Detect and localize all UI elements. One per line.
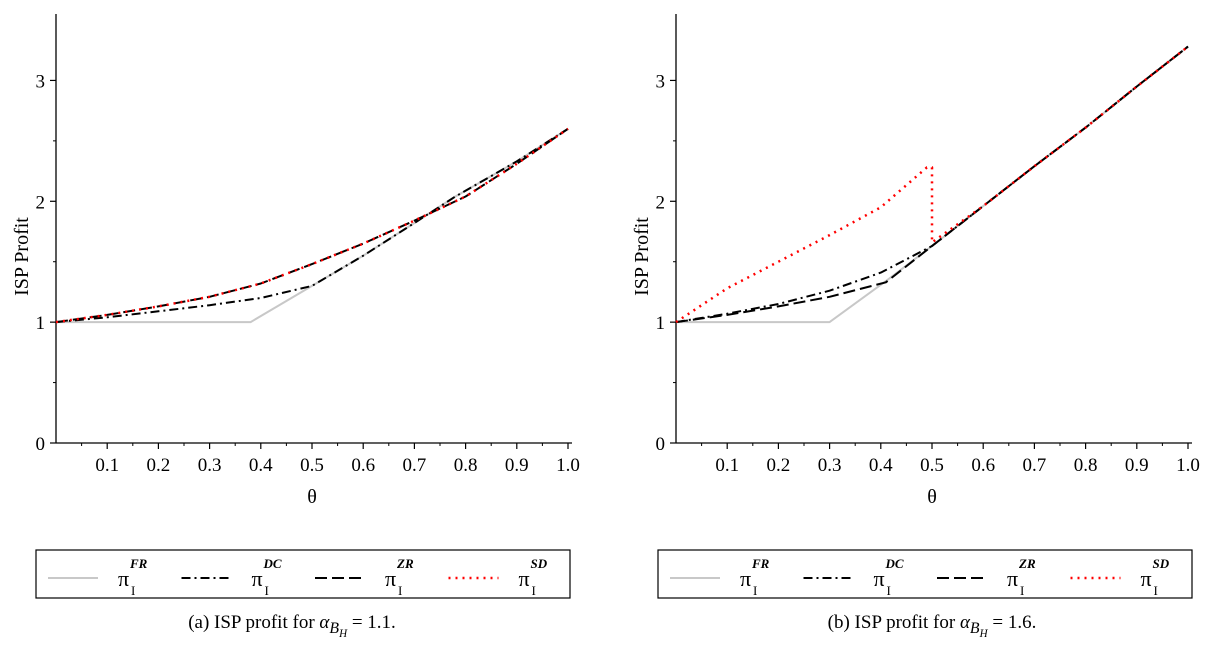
y-tick-label: 1	[656, 313, 666, 334]
caption-a-sub2: H	[339, 627, 348, 640]
x-tick-label: 0.4	[249, 455, 273, 476]
legend-superscript: DC	[263, 556, 282, 571]
x-tick-label: 0.2	[767, 455, 791, 476]
caption-a-sub1: B	[329, 619, 340, 637]
series-line-sd	[675, 45, 1189, 324]
y-tick-label: 3	[36, 71, 46, 92]
caption-b-rest: = 1.6.	[987, 612, 1037, 633]
legend-subscript: I	[265, 583, 269, 598]
legend-subscript: I	[1020, 583, 1024, 598]
series-line-dc	[675, 45, 1189, 324]
series-line-sd	[55, 127, 569, 324]
y-tick-label: 2	[656, 192, 666, 213]
x-tick-label: 0.5	[300, 455, 324, 476]
legend-subscript: I	[887, 583, 891, 598]
caption-a-prefix: (a) ISP profit for	[188, 612, 320, 633]
legend-symbol: π	[740, 566, 751, 591]
legend-subscript: I	[532, 583, 536, 598]
x-tick-label: 0.2	[147, 455, 171, 476]
series-line-zr	[55, 127, 569, 324]
x-tick-label: 0.1	[715, 455, 739, 476]
y-axis-label: ISP Profit	[11, 217, 33, 296]
legend-superscript: FR	[129, 556, 148, 571]
legend-superscript: ZR	[1018, 556, 1036, 571]
x-tick-label: 0.4	[869, 455, 893, 476]
x-tick-label: 0.3	[818, 455, 842, 476]
caption-a-rest: = 1.1.	[347, 612, 396, 633]
caption-b: (b) ISP profit for αBH = 1.6.	[652, 612, 1212, 640]
caption-a: (a) ISP profit for αBH = 1.1.	[12, 612, 572, 640]
legend-subscript: I	[1154, 583, 1158, 598]
x-tick-label: 0.7	[1023, 455, 1047, 476]
legend-box	[35, 549, 571, 599]
caption-b-sub1: B	[969, 619, 980, 637]
x-axis-label: θ	[307, 486, 317, 508]
x-tick-label: 0.7	[403, 455, 427, 476]
caption-a-var: α	[319, 612, 330, 633]
x-tick-label: 1.0	[1176, 455, 1200, 476]
chart-panel-a: 0.1 0.2 0.3 0.4 0.5 0.6 0.7 0.8 0.9 1.0 0 1 2 3 θ ISP P…	[11, 14, 580, 599]
x-tick-label: 0.1	[95, 455, 119, 476]
x-tick-label: 0.6	[971, 455, 995, 476]
legend-superscript: SD	[1153, 556, 1170, 571]
x-tick-label: 0.3	[198, 455, 222, 476]
legend-symbol: π	[1007, 566, 1018, 591]
y-tick-label: 2	[36, 192, 46, 213]
y-tick-label: 0	[656, 434, 666, 455]
chart-panel-b: 0.1 0.2 0.3 0.4 0.5 0.6 0.7 0.8 0.9 1.0 0 1 2 3 θ ISP P…	[631, 14, 1200, 599]
y-axis-label: ISP Profit	[631, 217, 653, 296]
caption-b-var: α	[959, 612, 970, 633]
legend-symbol: π	[519, 566, 530, 591]
x-tick-label: 1.0	[556, 455, 580, 476]
legend-subscript: I	[131, 583, 135, 598]
legend-symbol: π	[385, 566, 396, 591]
legend-superscript: ZR	[396, 556, 414, 571]
caption-b-sub2: H	[979, 627, 988, 640]
caption-b-prefix: (b) ISP profit for	[827, 612, 960, 633]
legend-symbol: π	[118, 566, 129, 591]
y-tick-label: 3	[656, 71, 666, 92]
x-axis-label: θ	[927, 486, 937, 508]
y-tick-label: 1	[36, 313, 46, 334]
legend-subscript: I	[753, 583, 757, 598]
x-tick-label: 0.8	[1074, 455, 1098, 476]
series-line-fr	[56, 127, 569, 324]
series-line-fr	[676, 45, 1189, 324]
legend-box	[657, 549, 1193, 599]
legend-superscript: DC	[885, 556, 904, 571]
legend-superscript: FR	[751, 556, 770, 571]
series-line-dc	[55, 127, 569, 324]
x-tick-label: 0.6	[351, 455, 375, 476]
x-tick-label: 0.5	[920, 455, 944, 476]
legend-symbol: π	[252, 566, 263, 591]
series-line-zr	[675, 45, 1189, 324]
x-tick-label: 0.9	[1125, 455, 1149, 476]
y-tick-label: 0	[36, 434, 46, 455]
legend-subscript: I	[398, 583, 402, 598]
x-tick-label: 0.9	[505, 455, 529, 476]
legend-superscript: SD	[531, 556, 548, 571]
x-tick-label: 0.8	[454, 455, 478, 476]
legend-symbol: π	[1141, 566, 1152, 591]
legend-symbol: π	[874, 566, 885, 591]
